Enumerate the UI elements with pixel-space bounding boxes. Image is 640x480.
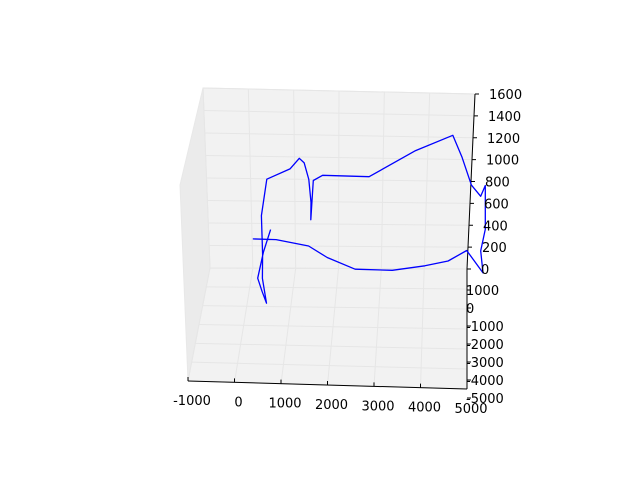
z-tick-label: 1000: [486, 154, 519, 169]
grid-line-back-x: [338, 90, 340, 269]
z-tick-label: 0: [481, 263, 489, 278]
z-tick-label: 600: [484, 197, 509, 212]
y-tick-label: 1000: [466, 284, 499, 299]
y-tick-label: -4000: [466, 374, 504, 389]
grid-line-back-x: [293, 89, 297, 269]
z-tick-label: 1600: [489, 88, 522, 103]
x-tick-label: 0: [234, 395, 242, 410]
z-tick-label: 200: [482, 241, 507, 256]
z-tick-label: 800: [485, 176, 510, 191]
z-tick-label: 400: [483, 219, 508, 234]
x-tick-label: 5000: [454, 402, 487, 417]
series-line-1: [252, 134, 486, 304]
grid-line-y: [206, 286, 468, 290]
grid-line-y: [191, 361, 468, 370]
grid-line-y: [195, 342, 468, 350]
grid-line-back-x: [380, 91, 385, 269]
grid-line-y: [198, 324, 468, 330]
grid-line-back-x: [247, 88, 254, 269]
y-tick-label: -3000: [466, 356, 504, 371]
z-tick-label: 1200: [487, 132, 520, 147]
x-tick-label: -1000: [173, 394, 211, 409]
grid-line-back-x: [202, 87, 211, 269]
tick-marks: [187, 93, 479, 399]
y-tick-label: 0: [466, 302, 474, 317]
x-tick-label: 1000: [268, 397, 301, 412]
grid-line-back-x: [423, 92, 431, 269]
y-tick-label: -2000: [466, 338, 504, 353]
data-series: [252, 134, 486, 304]
x-tick-label: 2000: [315, 398, 348, 413]
y-tick-label: -1000: [466, 320, 504, 335]
x-tick-label: 3000: [361, 399, 394, 414]
z-tick-label: 1400: [488, 110, 521, 125]
y-tick-label: -5000: [466, 392, 504, 407]
grid-line-y: [202, 305, 468, 310]
tick-labels: -1000 0 1000 2000 3000 4000 500010000-1000-200…: [173, 88, 522, 417]
x-tick-label: 4000: [408, 401, 441, 416]
